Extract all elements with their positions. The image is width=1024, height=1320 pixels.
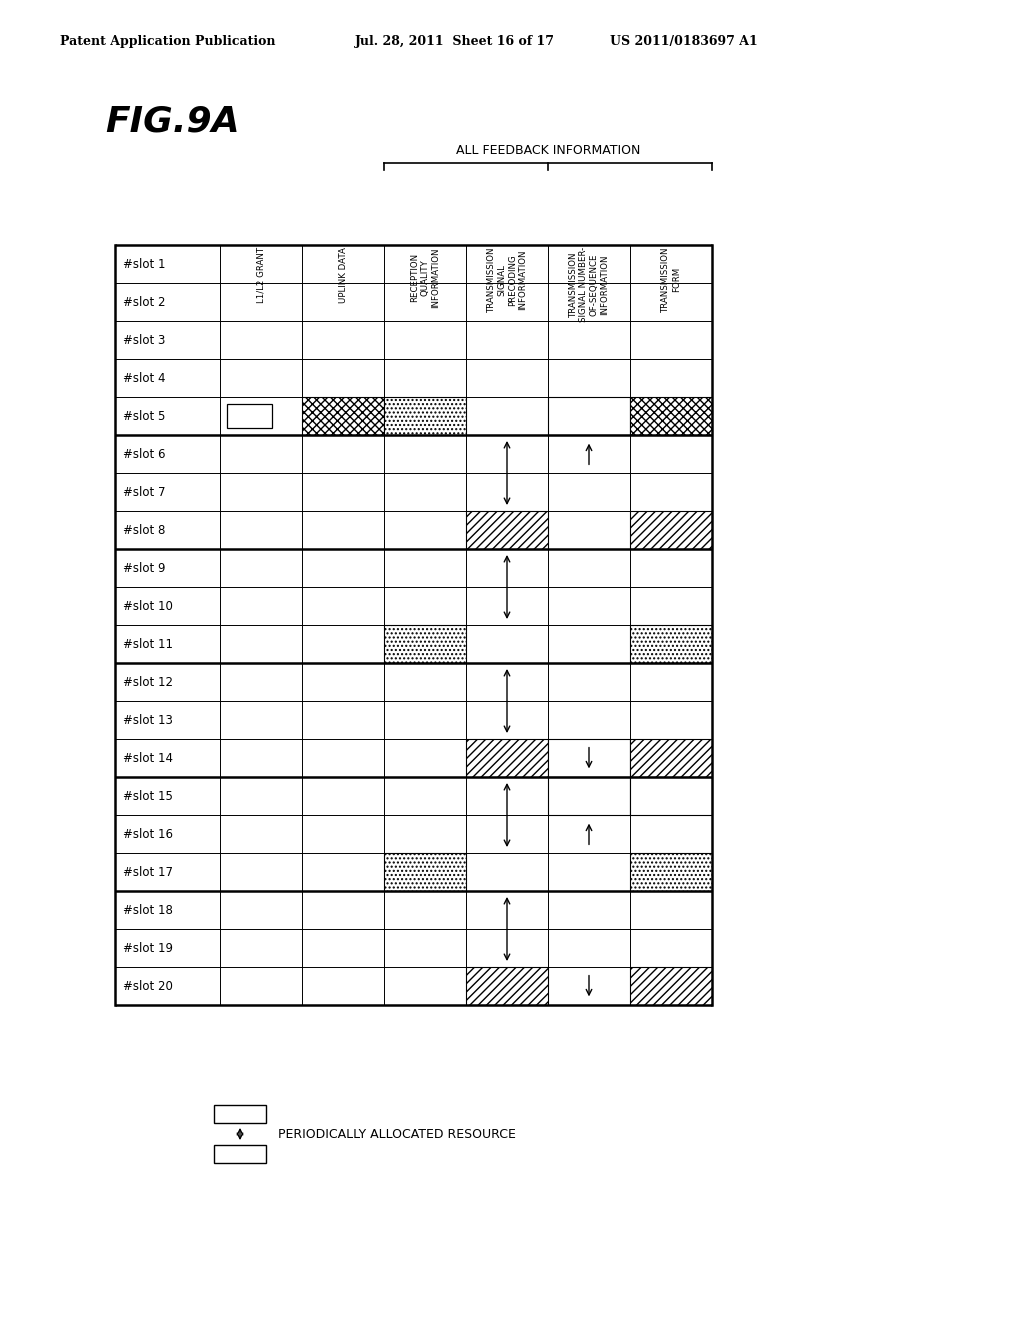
Text: FIG.9A: FIG.9A: [105, 106, 240, 139]
Text: #slot 1: #slot 1: [123, 257, 166, 271]
Text: UPLINK DATA: UPLINK DATA: [339, 247, 347, 302]
Text: #slot 16: #slot 16: [123, 828, 173, 841]
Bar: [630, 739, 712, 777]
Text: #slot 12: #slot 12: [123, 676, 173, 689]
Text: #slot 11: #slot 11: [123, 638, 173, 651]
Bar: [466, 968, 548, 1005]
Bar: [630, 853, 712, 891]
Text: #slot 13: #slot 13: [123, 714, 173, 726]
Text: #slot 2: #slot 2: [123, 296, 166, 309]
Text: #slot 19: #slot 19: [123, 941, 173, 954]
Bar: [466, 511, 548, 549]
Text: #slot 15: #slot 15: [123, 789, 173, 803]
Bar: [630, 777, 712, 814]
Text: #slot 3: #slot 3: [123, 334, 165, 346]
Text: RECEPTION
QUALITY
INFORMATION: RECEPTION QUALITY INFORMATION: [410, 247, 440, 308]
Bar: [466, 739, 548, 777]
Bar: [548, 739, 630, 777]
Text: #slot 20: #slot 20: [123, 979, 173, 993]
Text: Jul. 28, 2011  Sheet 16 of 17: Jul. 28, 2011 Sheet 16 of 17: [355, 36, 555, 48]
Bar: [630, 511, 712, 549]
Text: #slot 4: #slot 4: [123, 371, 166, 384]
Text: L1/L2 GRANT: L1/L2 GRANT: [256, 247, 265, 304]
Bar: [214, 1144, 266, 1163]
Text: US 2011/0183697 A1: US 2011/0183697 A1: [610, 36, 758, 48]
Bar: [630, 397, 712, 436]
Text: Patent Application Publication: Patent Application Publication: [60, 36, 275, 48]
Text: #slot 18: #slot 18: [123, 903, 173, 916]
Bar: [630, 624, 712, 663]
Bar: [302, 397, 384, 436]
Text: #slot 8: #slot 8: [123, 524, 165, 536]
Text: #slot 6: #slot 6: [123, 447, 166, 461]
Bar: [548, 397, 630, 436]
Text: TRANSMISSION
SIGNAL
PRECODING
INFORMATION: TRANSMISSION SIGNAL PRECODING INFORMATIO…: [486, 247, 527, 313]
Text: #slot 9: #slot 9: [123, 561, 166, 574]
Text: #slot 5: #slot 5: [123, 409, 165, 422]
Bar: [384, 853, 466, 891]
Text: #slot 7: #slot 7: [123, 486, 166, 499]
Text: #slot 10: #slot 10: [123, 599, 173, 612]
Bar: [384, 397, 466, 436]
Bar: [548, 777, 630, 814]
Text: TRANSMISSION
FORM: TRANSMISSION FORM: [662, 247, 681, 313]
Bar: [630, 968, 712, 1005]
Text: #slot 17: #slot 17: [123, 866, 173, 879]
Bar: [226, 404, 271, 428]
Bar: [384, 624, 466, 663]
Text: TRANSMISSION
SIGNAL NUMBER-
OF-SEQUENCE
INFORMATION: TRANSMISSION SIGNAL NUMBER- OF-SEQUENCE …: [569, 247, 609, 322]
Text: #slot 14: #slot 14: [123, 751, 173, 764]
Text: ALL FEEDBACK INFORMATION: ALL FEEDBACK INFORMATION: [456, 144, 640, 157]
Bar: [214, 1105, 266, 1123]
Text: PERIODICALLY ALLOCATED RESOURCE: PERIODICALLY ALLOCATED RESOURCE: [278, 1127, 516, 1140]
